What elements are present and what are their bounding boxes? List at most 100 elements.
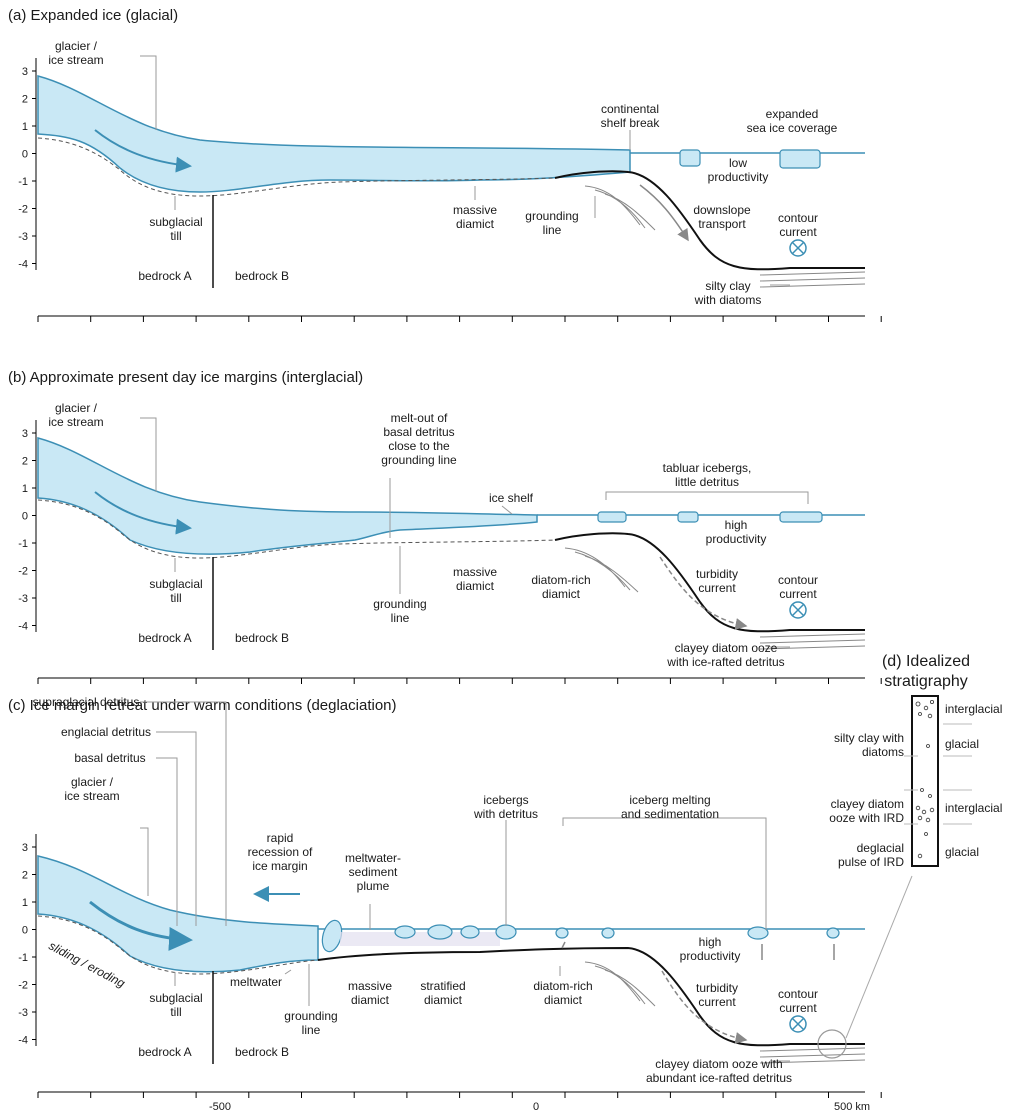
panel-a-label-contour-2: current xyxy=(779,225,817,239)
y-tick-label: -2 xyxy=(18,566,28,578)
panel-c-label-melting-1: iceberg melting xyxy=(629,793,710,807)
panel-a-label-prod-1: low xyxy=(729,156,747,170)
panel-a-label-downslope-2: transport xyxy=(698,217,746,231)
panel-b-label-grounding-1: grounding xyxy=(373,597,426,611)
panel-a-label-till-1: subglacial xyxy=(149,215,202,229)
panel-b-iceberg-1 xyxy=(597,511,627,523)
panel-a-label-grounding-1: grounding xyxy=(525,209,578,223)
panel-c-label-bedrock-b: bedrock B xyxy=(235,1045,289,1059)
panel-c-iceberg-detritus xyxy=(495,924,517,940)
panel-b-label-tabular-2: little detritus xyxy=(675,475,739,489)
panel-a: (a) Expanded ice (glacial) 3210-1-2-3-4 … xyxy=(8,7,882,322)
x-tick-label-500: 500 km xyxy=(834,1101,870,1113)
panel-c-label-ooze-2: abundant ice-rafted detritus xyxy=(646,1071,792,1085)
panel-c-label-meltwater: meltwater xyxy=(230,975,282,989)
panel-c-label-diatom-1: diatom-rich xyxy=(533,979,592,993)
panel-c-label-contour-1: contour xyxy=(778,987,818,1001)
panel-b-label-contour-1: contour xyxy=(778,573,818,587)
x-tick-label--500: -500 xyxy=(209,1101,231,1113)
y-tick-label: 3 xyxy=(22,428,28,440)
panel-a-label-shelf-1: continental xyxy=(601,102,659,116)
y-tick-label: -1 xyxy=(18,952,28,964)
panel-c-label-prod-1: high xyxy=(699,935,722,949)
panel-b-contour-current-icon xyxy=(789,601,807,619)
panel-c-label-icebergs-1: icebergs xyxy=(483,793,528,807)
panel-a-leader-glacier xyxy=(140,55,157,130)
panel-b-ice-flow-arrow xyxy=(94,491,192,535)
panel-a-label-diamict-1: massive xyxy=(453,203,497,217)
panel-b-glacier xyxy=(37,437,538,555)
panel-c-x-axis: -500 0 500 km xyxy=(37,1091,882,1113)
panel-c-ice-flow-arrow xyxy=(89,900,193,951)
x-tick-label-0: 0 xyxy=(533,1101,539,1113)
panel-a-downslope-arrow xyxy=(639,184,689,242)
panel-b-label-meltout-4: grounding line xyxy=(381,453,457,467)
panel-a-label-contour-1: contour xyxy=(778,211,818,225)
panel-c-label-glacier-1: glacier / xyxy=(71,775,114,789)
y-tick-label: 1 xyxy=(22,121,28,133)
panel-b-label-prod-2: productivity xyxy=(706,532,767,546)
panel-b-label-diatom-2: diamict xyxy=(542,587,581,601)
panel-a-x-axis xyxy=(37,315,882,322)
panel-c-label-turbidity-1: turbidity xyxy=(696,981,738,995)
panel-a-label-glacier-2: ice stream xyxy=(48,53,103,67)
strat-left-label-2b: ooze with IRD xyxy=(829,811,904,825)
panel-b-label-till-2: till xyxy=(170,591,181,605)
panel-b-label-prod-1: high xyxy=(725,518,748,532)
panel-a-ice-flow-arrow xyxy=(94,129,192,173)
panel-c-label-basal: basal detritus xyxy=(74,751,145,765)
strat-left-label-3a: deglacial xyxy=(857,841,904,855)
panel-c-y-axis: 3 2 1 0 -1 -2 -3 -4 xyxy=(18,834,37,1047)
stratigraphy-clasts xyxy=(915,700,935,859)
panel-c-label-sliding: sliding / eroding xyxy=(46,939,127,991)
y-tick-label: -4 xyxy=(18,1035,28,1047)
panel-c-label-icebergs-2: with detritus xyxy=(473,807,538,821)
panel-b-label-till-1: subglacial xyxy=(149,577,202,591)
panel-a-strata xyxy=(584,185,656,231)
panel-c-label-grounding-2: line xyxy=(302,1023,321,1037)
panel-c-label-contour-2: current xyxy=(779,1001,817,1015)
panel-a-label-till-2: till xyxy=(170,229,181,243)
panel-c-label-diamict-2: diamict xyxy=(351,993,390,1007)
panel-c-title: (c) Ice margin retreat under warm condit… xyxy=(8,697,397,714)
panel-a-label-silty-2: with diatoms xyxy=(694,293,762,307)
panel-a-label-shelf-2: shelf break xyxy=(601,116,661,130)
y-tick-label: -3 xyxy=(18,593,28,605)
panel-c-sample-circle xyxy=(817,1029,847,1059)
panel-a-title: (a) Expanded ice (glacial) xyxy=(8,7,178,24)
y-tick-label: -3 xyxy=(18,231,28,243)
panel-c-contour-current-icon xyxy=(789,1015,807,1033)
panel-b-label-glacier-1: glacier / xyxy=(55,401,98,415)
panel-c-label-plume-2: sediment xyxy=(349,865,398,879)
strat-right-label-3: interglacial xyxy=(945,801,1002,815)
panel-c: (c) Ice margin retreat under warm condit… xyxy=(8,695,913,1113)
panel-c-label-glacier-2: ice stream xyxy=(64,789,119,803)
panel-d-title-1: (d) Idealized xyxy=(882,653,970,670)
panel-c-label-prod-2: productivity xyxy=(680,949,741,963)
stratigraphy-dividers xyxy=(904,723,972,825)
panel-a-label-bedrock-a: bedrock A xyxy=(138,269,191,283)
panel-c-label-turbidity-2: current xyxy=(698,995,736,1009)
panel-a-label-silty-1: silty clay xyxy=(705,279,750,293)
panel-b-label-ice-shelf: ice shelf xyxy=(489,491,534,505)
strat-left-label-1b: diatoms xyxy=(862,745,904,759)
y-tick-label: 0 xyxy=(22,925,28,937)
panel-c-glacier xyxy=(37,855,319,973)
panel-b-iceberg-2 xyxy=(677,511,699,523)
y-tick-label: 2 xyxy=(22,870,28,882)
y-tick-label: 0 xyxy=(22,511,28,523)
stratigraphy-column xyxy=(911,695,939,867)
strat-left-label-1a: silty clay with xyxy=(834,731,904,745)
panel-b-label-bedrock-b: bedrock B xyxy=(235,631,289,645)
panel-b-tabular-bracket xyxy=(605,491,809,504)
y-tick-label: -1 xyxy=(18,176,28,188)
y-tick-label: 3 xyxy=(22,842,28,854)
panel-c-stratigraphy-link xyxy=(845,875,913,1039)
strat-left-label-2a: clayey diatom xyxy=(831,797,904,811)
panel-c-label-plume-3: plume xyxy=(357,879,390,893)
panel-a-sea-ice-2 xyxy=(779,149,821,169)
y-tick-label: -4 xyxy=(18,259,28,271)
panel-a-sea-ice-1 xyxy=(679,149,701,167)
panel-c-label-diatom-2: diamict xyxy=(544,993,583,1007)
